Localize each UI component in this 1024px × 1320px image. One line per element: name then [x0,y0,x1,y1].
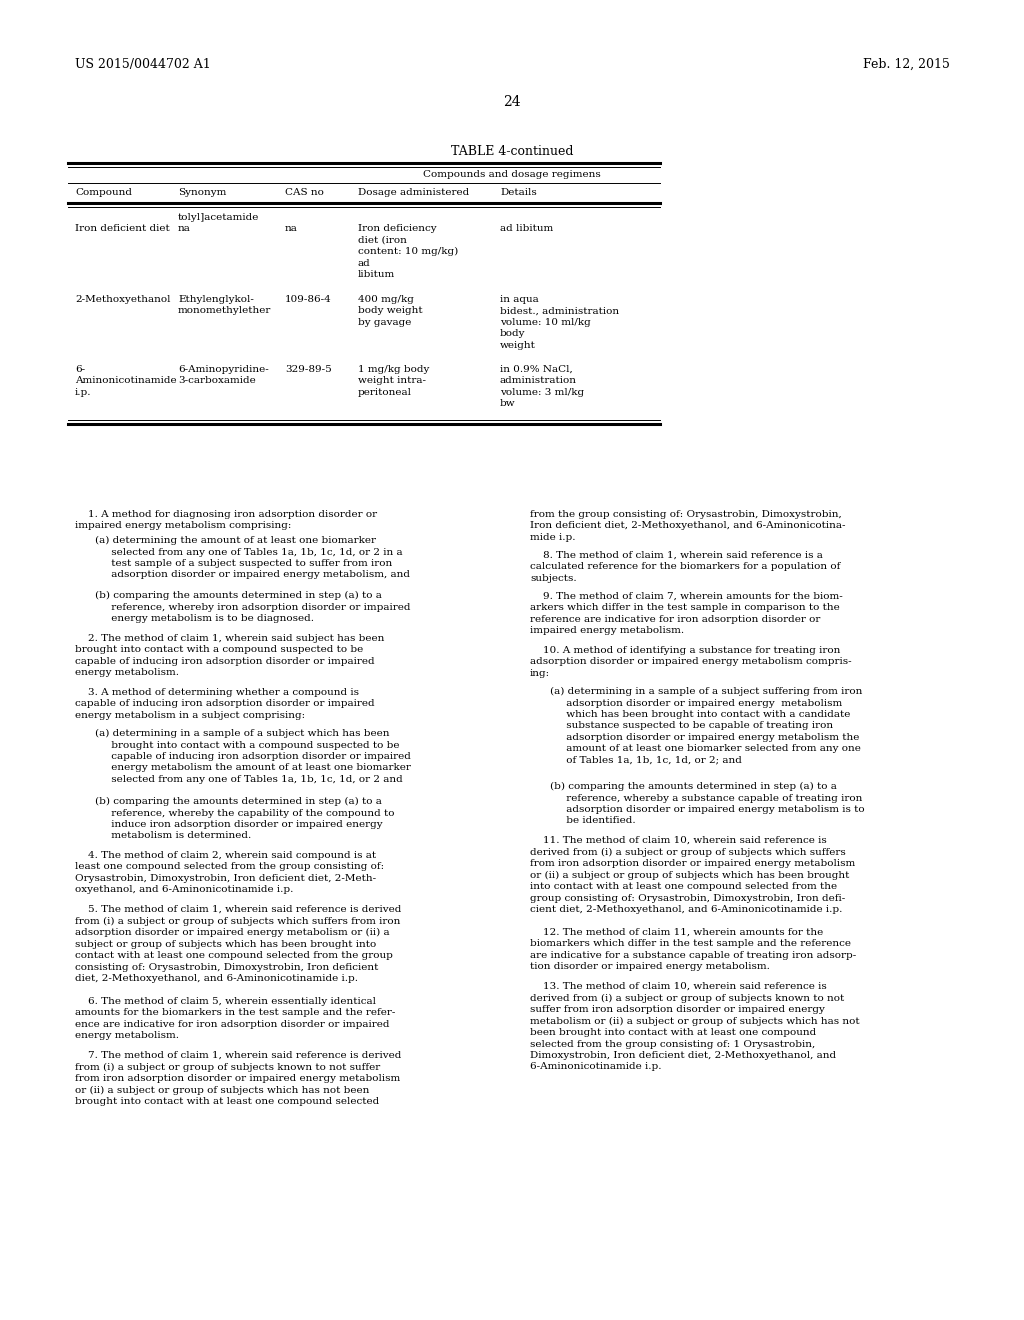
Text: Compound: Compound [75,187,132,197]
Text: in aqua
bidest., administration
volume: 10 ml/kg
body
weight: in aqua bidest., administration volume: … [500,294,620,350]
Text: 109-86-4: 109-86-4 [285,294,332,304]
Text: Synonym: Synonym [178,187,226,197]
Text: Dosage administered: Dosage administered [358,187,469,197]
Text: TABLE 4-continued: TABLE 4-continued [451,145,573,158]
Text: (a) determining in a sample of a subject suffering from iron
     adsorption dis: (a) determining in a sample of a subject… [550,686,862,764]
Text: US 2015/0044702 A1: US 2015/0044702 A1 [75,58,211,71]
Text: 4. The method of claim 2, wherein said compound is at
least one compound selecte: 4. The method of claim 2, wherein said c… [75,851,384,895]
Text: Iron deficiency
diet (iron
content: 10 mg/kg)
ad
libitum: Iron deficiency diet (iron content: 10 m… [358,224,459,279]
Text: 24: 24 [503,95,521,110]
Text: 2. The method of claim 1, wherein said subject has been
brought into contact wit: 2. The method of claim 1, wherein said s… [75,634,384,677]
Text: Iron deficient diet: Iron deficient diet [75,224,170,234]
Text: 3. A method of determining whether a compound is
capable of inducing iron adsorp: 3. A method of determining whether a com… [75,688,375,719]
Text: Ethylenglykol-
monomethylether: Ethylenglykol- monomethylether [178,294,271,315]
Text: 6-
Aminonicotinamide
i.p.: 6- Aminonicotinamide i.p. [75,366,176,397]
Text: 6-Aminopyridine-
3-carboxamide: 6-Aminopyridine- 3-carboxamide [178,366,268,385]
Text: 400 mg/kg
body weight
by gavage: 400 mg/kg body weight by gavage [358,294,423,327]
Text: 11. The method of claim 10, wherein said reference is
derived from (i) a subject: 11. The method of claim 10, wherein said… [530,836,855,913]
Text: 6. The method of claim 5, wherein essentially identical
amounts for the biomarke: 6. The method of claim 5, wherein essent… [75,997,395,1040]
Text: na: na [285,224,298,234]
Text: 9. The method of claim 7, wherein amounts for the biom-
arkers which differ in t: 9. The method of claim 7, wherein amount… [530,591,843,635]
Text: tolyl]acetamide: tolyl]acetamide [178,213,259,222]
Text: CAS no: CAS no [285,187,324,197]
Text: ad libitum: ad libitum [500,224,553,234]
Text: (b) comparing the amounts determined in step (a) to a
     reference, whereby ir: (b) comparing the amounts determined in … [95,591,411,623]
Text: (b) comparing the amounts determined in step (a) to a
     reference, whereby a : (b) comparing the amounts determined in … [550,781,864,825]
Text: 1 mg/kg body
weight intra-
peritoneal: 1 mg/kg body weight intra- peritoneal [358,366,429,397]
Text: 5. The method of claim 1, wherein said reference is derived
from (i) a subject o: 5. The method of claim 1, wherein said r… [75,906,401,983]
Text: (a) determining in a sample of a subject which has been
     brought into contac: (a) determining in a sample of a subject… [95,729,411,784]
Text: 2-Methoxyethanol: 2-Methoxyethanol [75,294,171,304]
Text: na: na [178,224,190,234]
Text: (b) comparing the amounts determined in step (a) to a
     reference, whereby th: (b) comparing the amounts determined in … [95,797,394,841]
Text: Compounds and dosage regimens: Compounds and dosage regimens [423,170,601,180]
Text: Feb. 12, 2015: Feb. 12, 2015 [863,58,950,71]
Text: 13. The method of claim 10, wherein said reference is
derived from (i) a subject: 13. The method of claim 10, wherein said… [530,982,859,1072]
Text: 7. The method of claim 1, wherein said reference is derived
from (i) a subject o: 7. The method of claim 1, wherein said r… [75,1051,401,1106]
Text: 10. A method of identifying a substance for treating iron
adsorption disorder or: 10. A method of identifying a substance … [530,645,852,678]
Text: Details: Details [500,187,537,197]
Text: 8. The method of claim 1, wherein said reference is a
calculated reference for t: 8. The method of claim 1, wherein said r… [530,550,841,583]
Text: (a) determining the amount of at least one biomarker
     selected from any one : (a) determining the amount of at least o… [95,536,410,579]
Text: 329-89-5: 329-89-5 [285,366,332,374]
Text: 1. A method for diagnosing iron adsorption disorder or
impaired energy metabolis: 1. A method for diagnosing iron adsorpti… [75,510,377,531]
Text: 12. The method of claim 11, wherein amounts for the
biomarkers which differ in t: 12. The method of claim 11, wherein amou… [530,928,856,972]
Text: from the group consisting of: Orysastrobin, Dimoxystrobin,
Iron deficient diet, : from the group consisting of: Orysastrob… [530,510,846,543]
Text: in 0.9% NaCl,
administration
volume: 3 ml/kg
bw: in 0.9% NaCl, administration volume: 3 m… [500,366,584,408]
